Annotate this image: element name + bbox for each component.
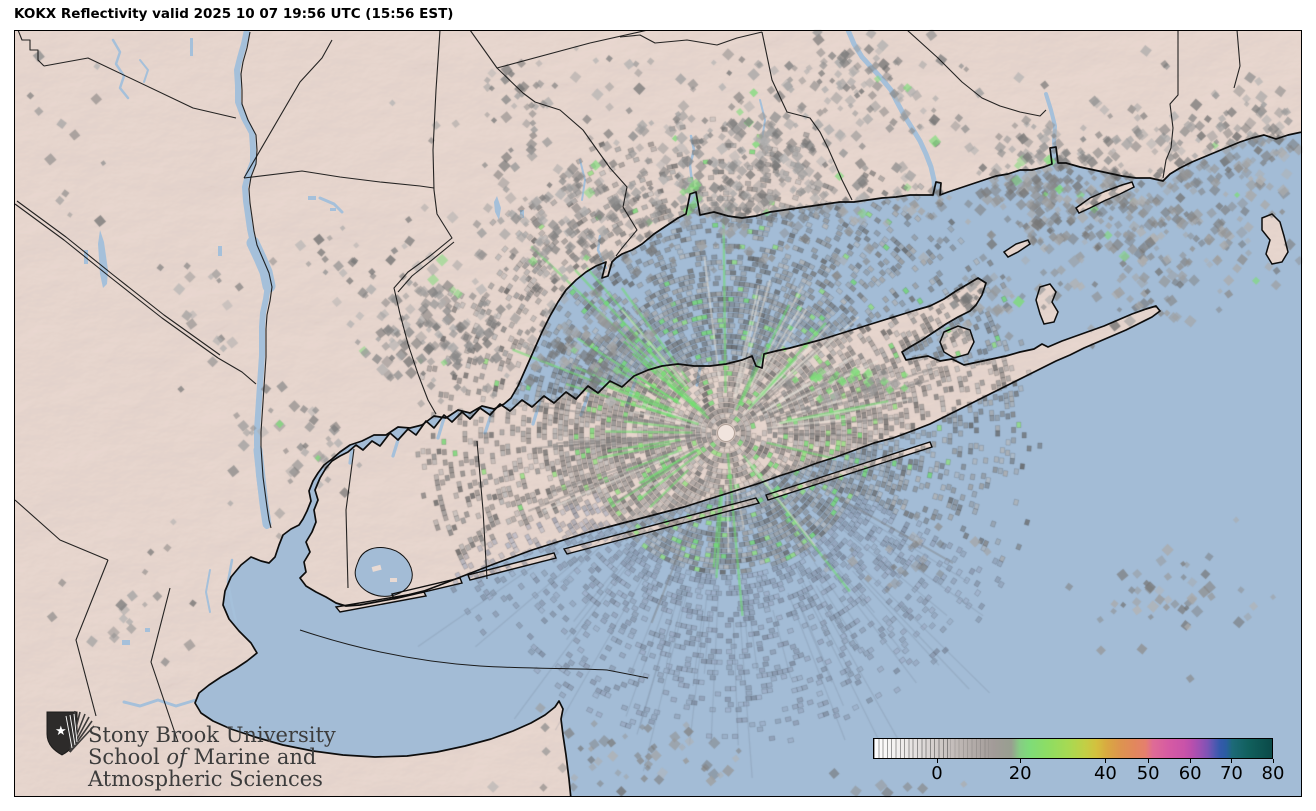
colorbar-tick (1104, 759, 1107, 763)
colorbar-segment-stripes (874, 739, 950, 758)
colorbar-tick-label: 70 (1219, 763, 1243, 784)
logo-line-3: Atmospheric Sciences (88, 767, 323, 791)
colorbar-tick-label: 50 (1136, 763, 1160, 784)
shield-stripes (65, 713, 78, 749)
logo-line-2: School of Marine and (88, 745, 317, 769)
sbu-shield-logo: ★ (46, 710, 95, 756)
shield-star-icon: ★ (55, 724, 67, 739)
colorbar-tick (1189, 759, 1191, 763)
colorbar-tick-label: 80 (1261, 763, 1285, 784)
colorbar-tick-label: 20 (1008, 763, 1032, 784)
colorbar-tick (1019, 759, 1021, 763)
colorbar-axis: 0 20 40 50 60 70 80 (873, 759, 1284, 789)
sbu-logo-text: Stony Brook University School of Marine … (88, 724, 336, 790)
colorbar-segment-stripes-faint (949, 739, 990, 758)
colorbar-tick (936, 759, 938, 763)
colorbar-tick-label: 0 (931, 763, 943, 784)
radar-site-marker (717, 424, 735, 442)
logo-line-1: Stony Brook University (88, 723, 336, 747)
colorbar-tick (1147, 759, 1149, 763)
colorbar-tick (1272, 759, 1274, 763)
colorbar-tick (1230, 759, 1233, 763)
reflectivity-colorbar (873, 738, 1273, 759)
colorbar-tick-label: 60 (1178, 763, 1202, 784)
colorbar-tick-label: 40 (1093, 763, 1117, 784)
